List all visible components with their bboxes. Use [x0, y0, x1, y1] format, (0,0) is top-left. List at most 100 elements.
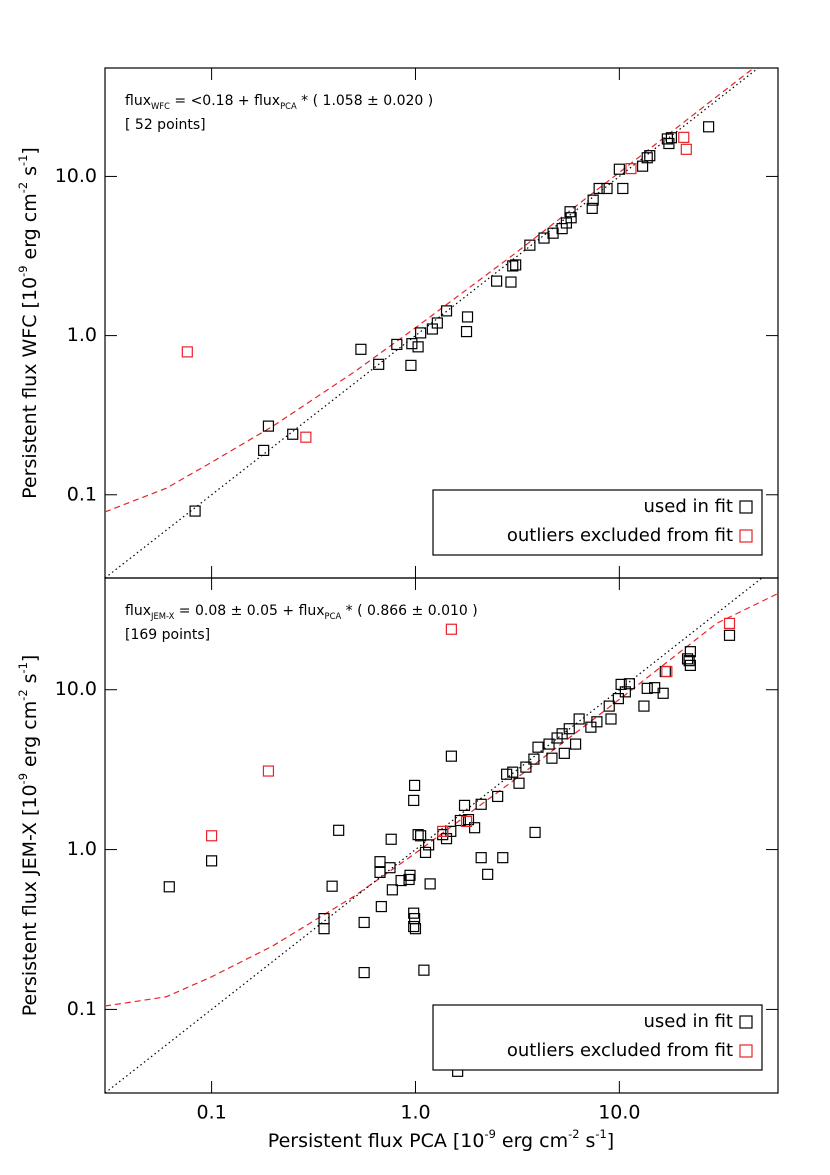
data-point [386, 884, 398, 896]
text-part: erg cm [19, 193, 41, 265]
superscript: -2 [16, 182, 30, 193]
text-part: s [579, 1130, 595, 1152]
data-point [404, 869, 416, 881]
data-point [403, 873, 415, 886]
text-part: * ( 1.058 ± 0.020 ) [297, 93, 434, 109]
plot-frame [104, 577, 779, 1094]
data-point [565, 212, 577, 224]
data-point [405, 359, 417, 371]
data-point [613, 163, 625, 175]
text-part: erg cm [19, 701, 41, 773]
data-point [462, 813, 475, 826]
data-point [507, 260, 519, 272]
superscript: -1 [595, 1127, 606, 1141]
fit-line [105, 592, 778, 1007]
x-tick-label: 10.0 [598, 1102, 640, 1124]
y-tick-label: 0.1 [67, 483, 97, 505]
data-point [564, 206, 576, 218]
data-point [460, 815, 473, 828]
panel: 0.1 1.0 10.0 0.1 1.0 10.0 fluxJEM-X = 0.08 ± 0… [16, 577, 779, 1152]
data-point [587, 194, 599, 206]
data-point [684, 659, 696, 671]
data-point [391, 338, 403, 351]
legend-swatch [739, 529, 753, 543]
points [181, 121, 715, 517]
data-point [532, 741, 544, 753]
data-point [497, 852, 509, 864]
fit-line [105, 68, 755, 513]
data-point [680, 143, 692, 155]
legend-label: outliers excluded from fit [507, 1040, 733, 1061]
data-point [423, 839, 435, 851]
data-point [513, 777, 525, 789]
x-tick-label: 1.0 [400, 1102, 430, 1124]
data-point [461, 311, 474, 323]
data-point [619, 686, 631, 698]
data-point [510, 259, 522, 271]
rich-text: Persistent flux JEM-X [10-9 erg cm-2 s-1… [16, 655, 41, 1017]
superscript: -1 [16, 662, 30, 673]
data-point [206, 855, 218, 867]
data-point [543, 738, 555, 750]
superscript: -2 [16, 689, 30, 700]
data-point [445, 750, 457, 762]
data-point [529, 826, 541, 839]
data-point [617, 182, 629, 195]
data-point [649, 682, 661, 694]
data-point [440, 833, 453, 845]
data-point [638, 700, 650, 712]
annotation: [169 points] [125, 627, 210, 643]
rich-text: Persistent flux WFC [10-9 erg cm-2 s-1] [16, 147, 41, 499]
data-point [300, 431, 312, 443]
superscript: -2 [568, 1127, 579, 1141]
data-point [460, 325, 473, 338]
data-point [703, 121, 715, 133]
text-part: = 0.08 ± 0.05 + flux [174, 603, 324, 619]
legend: used in fit outliers excluded from fit [432, 1004, 763, 1071]
y-tick-label: 10.0 [55, 678, 97, 700]
data-point [657, 687, 669, 699]
data-point [189, 505, 201, 517]
data-point [415, 327, 427, 339]
data-point [206, 830, 218, 842]
data-point [558, 747, 570, 759]
data-point [412, 341, 424, 353]
data-point [573, 713, 585, 725]
superscript: -1 [16, 155, 30, 166]
data-point [665, 132, 677, 144]
data-point [408, 794, 420, 807]
y-tick-label: 1.0 [67, 838, 97, 860]
data-point [603, 700, 615, 712]
legend-box [432, 489, 763, 556]
data-point [431, 317, 443, 329]
data-point [681, 653, 694, 665]
data-point [454, 814, 466, 827]
data-point [482, 868, 494, 880]
data-point [445, 623, 457, 635]
data-point [409, 923, 422, 935]
data-point [625, 162, 637, 175]
data-point [524, 239, 536, 251]
data-point [437, 825, 449, 837]
subscript: PCA [325, 611, 342, 621]
points [163, 617, 736, 1077]
y-tick-label: 1.0 [67, 324, 97, 346]
y-tick-label: 10.0 [55, 165, 97, 187]
panel: 0.1 1.0 10.0 fluxWFC = <0.18 + fluxPCA * ( … [16, 67, 779, 579]
legend-swatch [739, 1044, 753, 1058]
data-point [408, 779, 421, 792]
text-part: s [19, 166, 41, 182]
text-part: erg cm [496, 1130, 568, 1152]
data-point [374, 856, 386, 868]
legend-label: used in fit [643, 1011, 733, 1032]
data-point [605, 713, 617, 725]
text-part: * ( 0.866 ± 0.010 ) [341, 603, 478, 619]
text-part: ] [19, 655, 41, 662]
data-point [723, 629, 736, 641]
legend-label: used in fit [643, 496, 733, 517]
data-point [375, 900, 387, 913]
data-point [641, 152, 653, 164]
data-point [318, 923, 330, 935]
data-point [556, 223, 568, 235]
